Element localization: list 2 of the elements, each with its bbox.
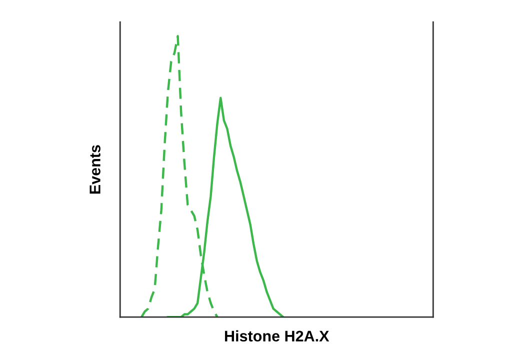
- y-axis-title: Events: [90, 145, 100, 194]
- x-axis-title: Histone H2A.X: [225, 330, 330, 342]
